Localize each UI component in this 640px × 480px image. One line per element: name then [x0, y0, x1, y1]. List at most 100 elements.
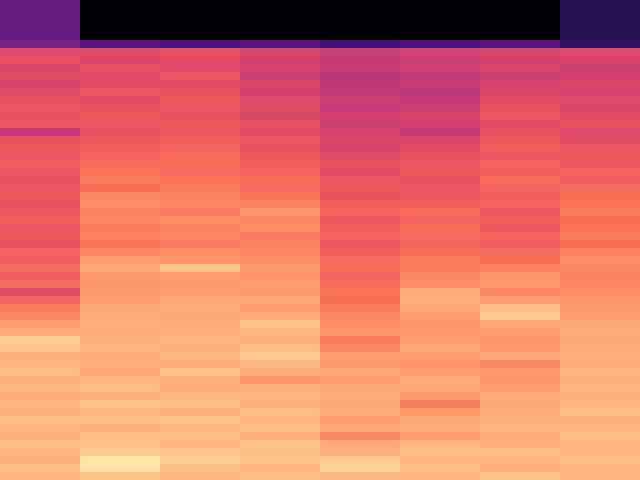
heatmap-cell — [160, 400, 241, 409]
heatmap-cell — [240, 384, 321, 393]
heatmap-cell — [160, 360, 241, 369]
heatmap-cell — [0, 160, 81, 169]
heatmap-cell — [80, 288, 161, 297]
heatmap-cell — [80, 112, 161, 121]
heatmap-cell — [80, 24, 161, 33]
heatmap-cell — [160, 64, 241, 73]
heatmap-cell — [400, 392, 481, 401]
heatmap-cell — [400, 96, 481, 105]
heatmap-cell — [0, 264, 81, 273]
heatmap-cell — [160, 88, 241, 97]
heatmap-cell — [160, 432, 241, 441]
heatmap-cell — [560, 440, 640, 449]
chart-svg — [0, 0, 640, 480]
heatmap-cell — [0, 192, 81, 201]
heatmap-cell — [0, 96, 81, 105]
heatmap-cell — [560, 464, 640, 473]
heatmap-cell — [0, 168, 81, 177]
heatmap-cell — [400, 336, 481, 345]
heatmap-cell — [400, 256, 481, 265]
heatmap-cell — [320, 400, 401, 409]
heatmap-cell — [240, 144, 321, 153]
heatmap-cell — [0, 392, 81, 401]
heatmap-cell — [0, 208, 81, 217]
heatmap-cell — [320, 464, 401, 473]
heatmap-cell — [0, 40, 81, 49]
heatmap-cell — [320, 216, 401, 225]
heatmap-cell — [560, 64, 640, 73]
heatmap-cell — [0, 240, 81, 249]
heatmap-cell — [0, 232, 81, 241]
heatmap-cell — [400, 120, 481, 129]
heatmap-cell — [320, 336, 401, 345]
heatmap-cell — [240, 408, 321, 417]
heatmap-cell — [560, 216, 640, 225]
heatmap-cell — [320, 416, 401, 425]
heatmap-cell — [320, 360, 401, 369]
heatmap-cell — [560, 96, 640, 105]
heatmap-cell — [400, 88, 481, 97]
heatmap-cell — [480, 384, 561, 393]
heatmap-cell — [80, 352, 161, 361]
heatmap-cell — [160, 408, 241, 417]
heatmap-cell — [160, 208, 241, 217]
heatmap-cell — [0, 176, 81, 185]
heatmap-cell — [560, 432, 640, 441]
heatmap-cell — [480, 104, 561, 113]
heatmap-cell — [400, 208, 481, 217]
heatmap-cell — [80, 328, 161, 337]
heatmap-cell — [0, 464, 81, 473]
heatmap-cell — [560, 192, 640, 201]
heatmap-cell — [80, 88, 161, 97]
heatmap-cell — [160, 232, 241, 241]
heatmap-cell — [80, 64, 161, 73]
heatmap-cell — [80, 464, 161, 473]
heatmap-cell — [240, 448, 321, 457]
heatmap-cell — [560, 136, 640, 145]
heatmap-cell — [560, 232, 640, 241]
heatmap-cell — [320, 312, 401, 321]
heatmap-cell — [400, 0, 481, 9]
heatmap-cell — [560, 144, 640, 153]
heatmap-cell — [0, 56, 81, 65]
heatmap-cell — [240, 40, 321, 49]
heatmap-cell — [560, 448, 640, 457]
heatmap-cell — [80, 40, 161, 49]
heatmap-cell — [0, 144, 81, 153]
heatmap-cell — [400, 280, 481, 289]
heatmap-cell — [240, 0, 321, 9]
heatmap-cell — [480, 16, 561, 25]
heatmap-cell — [400, 176, 481, 185]
heatmap-cell — [400, 144, 481, 153]
heatmap-cell — [560, 200, 640, 209]
heatmap-cell — [80, 152, 161, 161]
heatmap-cell — [320, 144, 401, 153]
heatmap-cell — [80, 208, 161, 217]
heatmap-cell — [80, 224, 161, 233]
heatmap-cell — [240, 200, 321, 209]
heatmap-cell — [480, 24, 561, 33]
heatmap-cell — [560, 320, 640, 329]
heatmap-cell — [0, 48, 81, 57]
heatmap-cell — [320, 72, 401, 81]
heatmap-cell — [80, 456, 161, 465]
heatmap-cell — [80, 120, 161, 129]
heatmap-cell — [320, 16, 401, 25]
heatmap-cell — [160, 288, 241, 297]
heatmap-cell — [160, 56, 241, 65]
heatmap-cell — [160, 224, 241, 233]
heatmap-cell — [400, 432, 481, 441]
heatmap-cell — [560, 160, 640, 169]
heatmap-cell — [80, 312, 161, 321]
heatmap-cell — [320, 160, 401, 169]
heatmap-cell — [240, 320, 321, 329]
heatmap-cell — [240, 176, 321, 185]
heatmap-cell — [320, 256, 401, 265]
heatmap-cell — [400, 80, 481, 89]
heatmap-cell — [160, 16, 241, 25]
heatmap-cell — [0, 472, 81, 480]
heatmap-cell — [240, 328, 321, 337]
heatmap-cell — [240, 416, 321, 425]
heatmap-cell — [0, 328, 81, 337]
heatmap-cell — [0, 120, 81, 129]
